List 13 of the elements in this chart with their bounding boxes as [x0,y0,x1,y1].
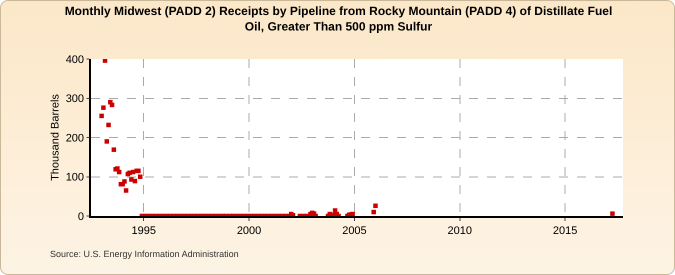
x-tick-label: 2015 [552,224,578,237]
y-axis-title: Thousand Barrels [50,94,62,181]
x-tick-label: 2010 [448,224,472,237]
x-tick-label: 1995 [131,224,156,237]
y-tick-label: 0 [78,210,84,223]
y-tick-label: 100 [66,172,84,184]
source-note: Source: U.S. Energy Information Administration [50,249,239,259]
chart-title: Monthly Midwest (PADD 2) Receipts by Pipeline from Rocky Mountain (PADD 4) of Distillate Fuel Oil, Greater Than 500 ppm Sulfur [64,4,612,34]
y-tick-label: 200 [66,132,84,144]
x-tick-label: 2000 [236,224,262,237]
y-tick-label: 300 [66,93,84,106]
y-tick-label: 400 [66,54,84,66]
x-tick-label: 2005 [342,224,367,237]
